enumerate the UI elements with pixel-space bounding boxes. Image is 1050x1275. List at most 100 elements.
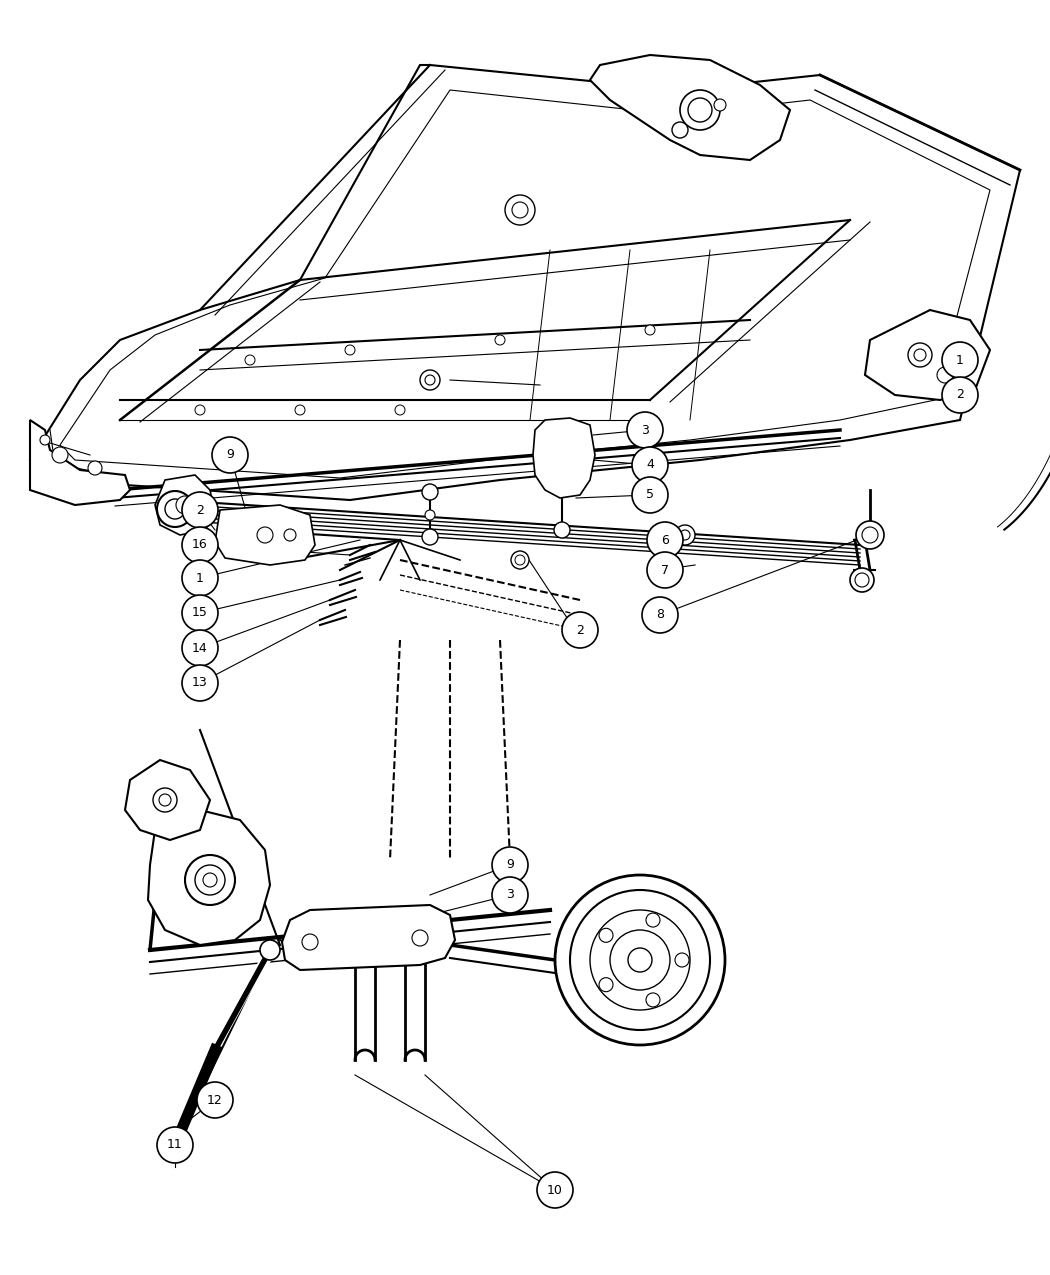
Circle shape [942,377,978,413]
Text: 6: 6 [662,533,669,547]
Circle shape [492,847,528,884]
Circle shape [284,529,296,541]
Circle shape [158,491,193,527]
Circle shape [647,552,682,588]
Circle shape [345,346,355,354]
Circle shape [197,1082,233,1118]
Circle shape [628,949,652,972]
Circle shape [302,935,318,950]
Circle shape [395,405,405,414]
Circle shape [182,560,218,595]
Circle shape [850,567,874,592]
Circle shape [295,405,304,414]
Polygon shape [155,476,215,536]
Polygon shape [125,760,210,840]
Circle shape [212,437,248,473]
Text: 9: 9 [226,449,234,462]
Circle shape [176,496,194,514]
Text: 15: 15 [192,607,208,620]
Circle shape [182,630,218,666]
Circle shape [161,1131,189,1159]
Circle shape [555,875,724,1046]
Circle shape [554,521,570,538]
Circle shape [412,929,428,946]
Circle shape [942,342,978,377]
Circle shape [182,595,218,631]
Circle shape [158,1127,193,1163]
Circle shape [855,572,869,586]
Circle shape [632,477,668,513]
Text: 11: 11 [167,1139,183,1151]
Circle shape [646,913,660,927]
Circle shape [185,856,235,905]
Circle shape [195,864,225,895]
Text: 2: 2 [957,389,964,402]
Text: 10: 10 [547,1183,563,1196]
Circle shape [610,929,670,989]
Text: 1: 1 [957,353,964,366]
Circle shape [632,448,668,483]
Circle shape [562,612,598,648]
Circle shape [514,555,525,565]
Circle shape [627,412,663,448]
Circle shape [495,335,505,346]
Circle shape [537,1172,573,1207]
Polygon shape [865,310,990,400]
Circle shape [167,1137,183,1153]
Circle shape [52,448,68,463]
Polygon shape [30,419,130,505]
Text: 12: 12 [207,1094,223,1107]
Circle shape [159,794,171,806]
Circle shape [257,527,273,543]
Circle shape [422,529,438,544]
Circle shape [908,343,932,367]
Circle shape [182,666,218,701]
Circle shape [680,530,690,541]
Circle shape [598,978,613,992]
Circle shape [598,928,613,942]
Circle shape [420,370,440,390]
Polygon shape [282,905,455,970]
Text: 3: 3 [642,423,649,436]
Circle shape [590,910,690,1010]
Text: 13: 13 [192,677,208,690]
Circle shape [245,354,255,365]
Circle shape [195,405,205,414]
Circle shape [425,375,435,385]
Circle shape [165,499,185,519]
Circle shape [492,877,528,913]
Text: 1: 1 [196,571,204,584]
Circle shape [672,122,688,138]
Circle shape [688,98,712,122]
Circle shape [914,349,926,361]
Circle shape [570,890,710,1030]
Circle shape [422,484,438,500]
Circle shape [40,435,50,445]
Circle shape [505,195,536,224]
Text: 16: 16 [192,538,208,552]
Circle shape [511,551,529,569]
Circle shape [647,521,682,558]
Text: 2: 2 [576,623,584,636]
Polygon shape [148,810,270,945]
Circle shape [675,952,689,966]
Circle shape [182,527,218,564]
Circle shape [645,325,655,335]
Polygon shape [215,505,315,565]
Polygon shape [590,55,790,159]
Circle shape [425,510,435,520]
Text: 7: 7 [662,564,669,576]
Circle shape [88,462,102,476]
Text: 3: 3 [506,889,513,901]
Circle shape [182,492,218,528]
Polygon shape [30,65,1020,500]
Text: 14: 14 [192,641,208,654]
Circle shape [260,940,280,960]
Text: 9: 9 [506,858,513,872]
Circle shape [512,201,528,218]
Circle shape [675,525,695,544]
Circle shape [714,99,726,111]
Text: 5: 5 [646,488,654,501]
Circle shape [856,521,884,550]
Circle shape [680,91,720,130]
